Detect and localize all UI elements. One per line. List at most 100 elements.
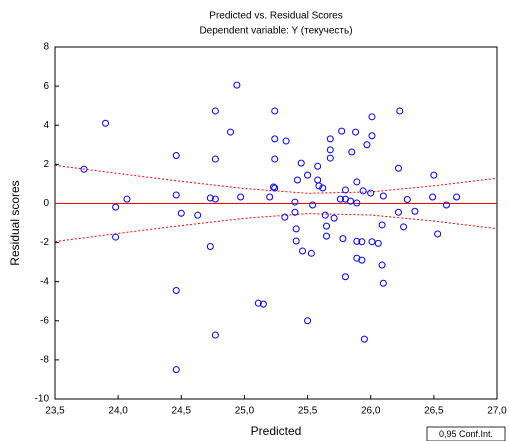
point — [326, 154, 334, 162]
point — [379, 192, 387, 200]
y-tick-label: -2 — [40, 237, 49, 248]
point — [177, 209, 185, 217]
point — [434, 230, 442, 238]
point — [330, 214, 338, 222]
point — [394, 164, 402, 172]
point — [102, 119, 110, 127]
legend-box — [426, 426, 506, 441]
point — [233, 81, 241, 89]
point — [112, 203, 120, 211]
point — [358, 238, 366, 246]
x-tick-label: 23,5 — [45, 406, 65, 417]
point — [172, 366, 180, 374]
point — [411, 207, 419, 215]
point — [123, 195, 131, 203]
point — [358, 256, 366, 264]
chart-title: Predicted vs. Residual Scores — [209, 11, 342, 22]
point — [206, 242, 214, 250]
point — [293, 176, 301, 184]
x-tick-label: 26,5 — [424, 406, 444, 417]
point — [271, 135, 279, 143]
point — [394, 208, 402, 216]
point — [299, 247, 307, 255]
point — [309, 201, 317, 209]
x-tick-label: 25,0 — [235, 406, 255, 417]
point — [453, 193, 461, 201]
point — [360, 335, 368, 343]
point — [341, 273, 349, 281]
point — [353, 178, 361, 186]
point — [326, 146, 334, 154]
point — [304, 317, 312, 325]
y-tick-label: 8 — [43, 42, 49, 53]
point — [341, 186, 349, 194]
point — [112, 233, 120, 241]
point — [206, 194, 214, 202]
point — [291, 198, 299, 206]
point — [291, 208, 299, 216]
x-tick-label: 24,0 — [108, 406, 128, 417]
point — [367, 189, 375, 197]
point — [374, 239, 382, 247]
point — [352, 128, 360, 136]
point — [323, 222, 331, 230]
point — [323, 232, 331, 240]
point — [211, 195, 219, 203]
y-tick-label: 4 — [43, 120, 49, 131]
point — [315, 182, 323, 190]
point — [368, 132, 376, 140]
point — [237, 193, 245, 201]
point — [429, 193, 437, 201]
y-tick-label: -8 — [40, 355, 49, 366]
y-tick-label: -10 — [35, 394, 50, 405]
point — [403, 196, 411, 204]
y-tick-label: 2 — [43, 159, 49, 170]
x-tick-label: 24,5 — [172, 406, 192, 417]
x-axis-label: Predicted — [251, 424, 302, 438]
point — [271, 184, 279, 192]
point — [172, 152, 180, 160]
point — [363, 141, 371, 149]
y-tick-label: 0 — [43, 198, 49, 209]
x-tick-label: 27,0 — [487, 406, 507, 417]
point — [338, 127, 346, 135]
point — [321, 211, 329, 219]
point — [442, 201, 450, 209]
point — [353, 199, 361, 207]
x-tick-label: 26,0 — [361, 406, 381, 417]
point — [172, 191, 180, 199]
point — [282, 137, 290, 145]
y-tick-label: -4 — [40, 276, 49, 287]
point — [368, 238, 376, 246]
point — [307, 249, 315, 257]
point — [172, 286, 180, 294]
point — [319, 184, 327, 192]
point — [314, 162, 322, 170]
point — [348, 148, 356, 156]
point — [292, 237, 300, 245]
point — [368, 113, 376, 121]
point — [211, 331, 219, 339]
point — [211, 155, 219, 163]
point — [359, 187, 367, 195]
point — [400, 223, 408, 231]
point — [379, 279, 387, 287]
point — [353, 237, 361, 245]
point — [194, 211, 202, 219]
y-tick-label: 6 — [43, 81, 49, 92]
point — [259, 300, 267, 308]
point — [211, 107, 219, 115]
chart-subtitle: Dependent variable: Y (текучесть) — [199, 26, 352, 37]
point — [378, 261, 386, 269]
point — [347, 197, 355, 205]
point — [304, 171, 312, 179]
point — [266, 193, 274, 201]
point — [326, 135, 334, 143]
y-tick-label: -6 — [40, 315, 49, 326]
point — [271, 155, 279, 163]
x-tick-label: 25,5 — [298, 406, 318, 417]
y-axis-label: Residual scores — [8, 180, 22, 265]
point — [292, 225, 300, 233]
